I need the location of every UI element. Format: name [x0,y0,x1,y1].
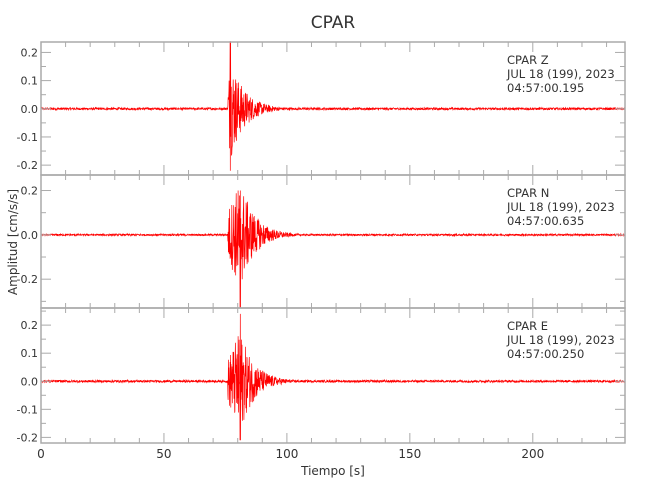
y-tick-label: 0.1 [21,347,39,360]
trace-label-line: JUL 18 (199), 2023 [506,333,615,347]
y-tick-label: 0.2 [21,319,39,332]
chart-title: CPAR [311,13,356,33]
x-tick-label: 50 [156,447,171,461]
panel-frame-E [40,307,626,444]
y-tick-label: 0.0 [21,103,39,116]
trace-label-line: CPAR E [507,319,548,333]
trace-label-line: CPAR N [507,186,549,200]
x-tick-label: 200 [521,447,544,461]
y-tick-label: 0.2 [21,185,39,198]
trace-label-line: CPAR Z [507,53,549,67]
trace-label-line: 04:57:00.635 [507,214,584,228]
y-tick-label: -0.1 [17,403,38,416]
y-tick-label: 0.0 [21,229,39,242]
trace-Z [40,41,626,171]
x-tick-label: 0 [37,447,45,461]
trace-label-line: 04:57:00.250 [507,347,584,361]
y-tick-label: -0.2 [17,273,38,286]
trace-label-line: JUL 18 (199), 2023 [506,67,615,81]
y-tick-label: 0.1 [21,75,39,88]
x-tick-label: 150 [398,447,421,461]
trace-label-line: 04:57:00.195 [507,81,584,95]
y-tick-label: 0.0 [21,375,39,388]
trace-label-line: JUL 18 (199), 2023 [506,200,615,214]
x-tick-label: 100 [275,447,298,461]
x-axis-label: Tiempo [s] [300,464,365,478]
trace-N [40,190,626,309]
y-axis-label: Amplitud [cm/s/s] [6,189,20,295]
y-tick-label: 0.2 [21,46,39,59]
y-tick-label: -0.2 [17,431,38,444]
y-tick-label: -0.1 [17,131,38,144]
trace-E [40,313,625,441]
y-tick-label: -0.2 [17,159,38,172]
